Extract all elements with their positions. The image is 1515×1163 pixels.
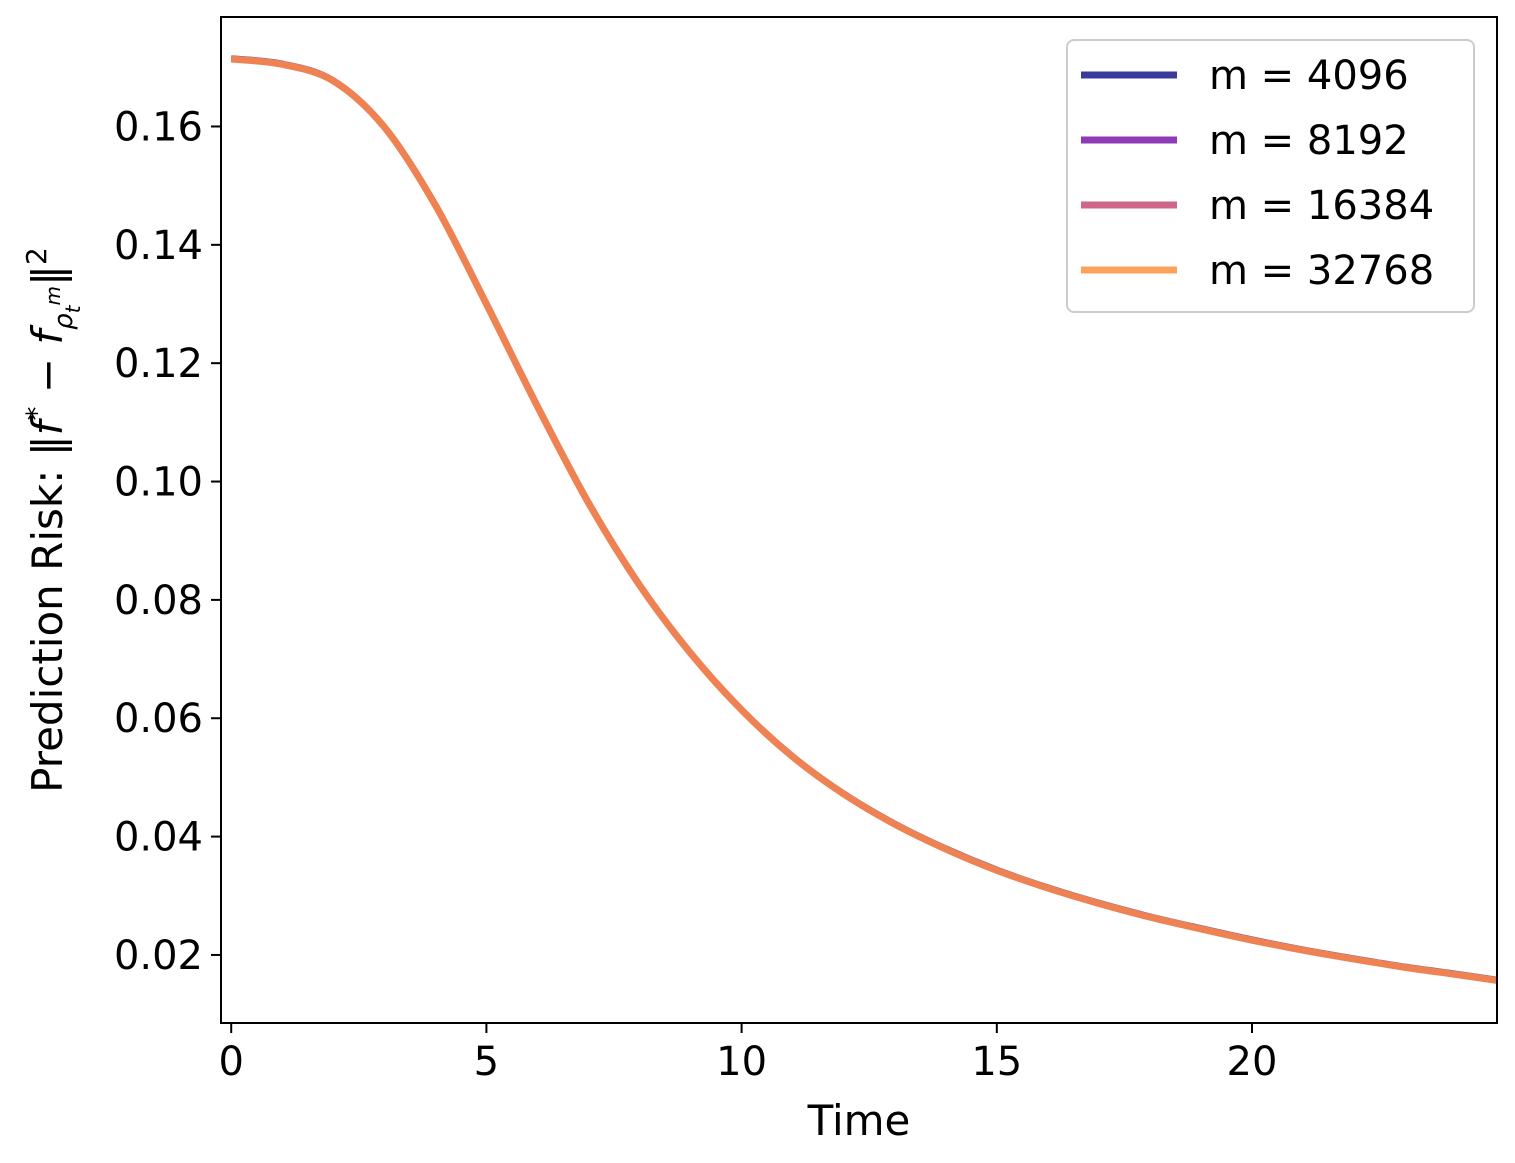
legend-label: m = 16384 [1209, 183, 1434, 229]
x-axis-ticks: 0 5 10 15 20 [218, 1023, 1277, 1085]
x-axis-label: Time [807, 1096, 911, 1145]
y-axis-label-minus: − [23, 345, 72, 407]
legend-box [1066, 39, 1475, 313]
legend: m = 4096 m = 8192 m = 16384 m = 32768 [1066, 39, 1475, 313]
y-axis-label-prefix: Prediction Risk: ‖ [23, 435, 72, 793]
y-tick-label: 0.06 [114, 696, 203, 742]
series-overlay-blend [230, 55, 1497, 984]
legend-label: m = 8192 [1209, 118, 1409, 164]
y-axis-ticks: 0.02 0.04 0.06 0.08 0.10 0.12 0.14 0.16 [114, 104, 221, 979]
x-tick-label: 10 [716, 1039, 767, 1085]
y-tick-label: 0.04 [114, 815, 203, 861]
x-tick-label: 5 [474, 1039, 499, 1085]
y-axis-label-sub-t: t [61, 304, 85, 313]
y-axis-label-sub-m: m [41, 286, 65, 305]
y-axis-label-star: * [20, 407, 53, 421]
x-tick-label: 0 [218, 1039, 243, 1085]
y-tick-label: 0.10 [114, 460, 203, 506]
overlay-series-line [230, 55, 1497, 984]
y-axis-label-sub-rho: ρ [49, 313, 79, 330]
x-tick-label: 15 [971, 1039, 1022, 1085]
y-axis-label-squared: 2 [20, 247, 53, 265]
y-axis-label-bars: ‖ [23, 265, 72, 286]
plot-frame [220, 16, 1498, 1024]
y-tick-label: 0.16 [114, 104, 203, 150]
y-axis-label: Prediction Risk: ‖f* − fρtm‖2 [20, 247, 85, 793]
legend-label: m = 4096 [1209, 53, 1409, 99]
legend-label: m = 32768 [1209, 248, 1434, 294]
y-tick-label: 0.08 [114, 578, 203, 624]
y-tick-label: 0.14 [114, 223, 203, 269]
svg-text:Prediction Risk: ‖f* − fρtm‖2: Prediction Risk: ‖f* − fρtm‖2 [20, 247, 85, 793]
y-tick-label: 0.02 [114, 933, 203, 979]
x-tick-label: 20 [1227, 1039, 1278, 1085]
y-tick-label: 0.12 [114, 341, 203, 387]
